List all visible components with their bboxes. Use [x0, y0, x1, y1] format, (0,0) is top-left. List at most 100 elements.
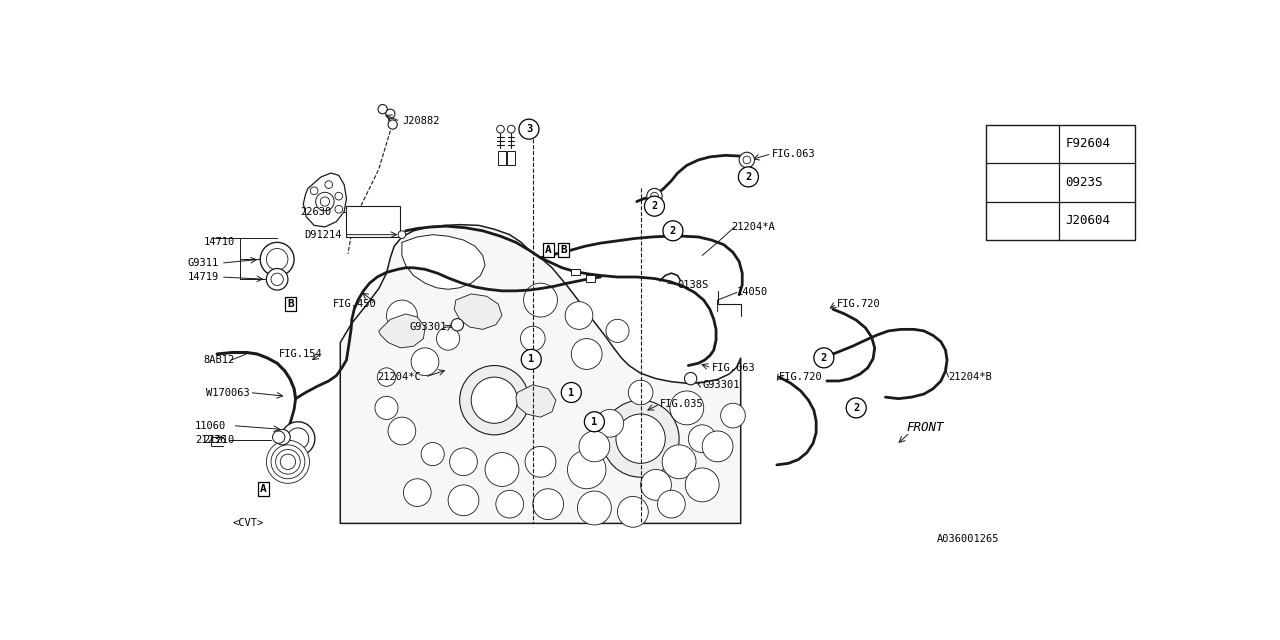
Circle shape — [814, 348, 833, 368]
Circle shape — [640, 470, 672, 500]
Circle shape — [571, 339, 602, 369]
Polygon shape — [379, 314, 425, 348]
Circle shape — [521, 326, 545, 351]
Circle shape — [703, 431, 733, 462]
Circle shape — [273, 431, 285, 444]
Circle shape — [590, 418, 598, 426]
Circle shape — [567, 451, 605, 489]
Text: A: A — [260, 484, 266, 493]
Circle shape — [658, 490, 685, 518]
Text: 1: 1 — [568, 387, 575, 397]
Circle shape — [650, 192, 658, 200]
Circle shape — [532, 489, 563, 520]
Text: 2: 2 — [669, 226, 676, 236]
Text: 21210: 21210 — [204, 435, 234, 445]
Circle shape — [1009, 168, 1037, 196]
Circle shape — [617, 497, 648, 527]
Circle shape — [689, 425, 716, 452]
Text: FIG.063: FIG.063 — [772, 148, 815, 159]
Circle shape — [663, 221, 684, 241]
Circle shape — [421, 442, 444, 466]
Circle shape — [524, 352, 539, 367]
Circle shape — [280, 454, 296, 470]
Circle shape — [398, 231, 406, 239]
Circle shape — [385, 109, 396, 118]
Circle shape — [849, 400, 864, 415]
Circle shape — [563, 385, 579, 400]
Circle shape — [527, 356, 535, 364]
Text: W170063: W170063 — [206, 387, 250, 397]
Text: 21204*A: 21204*A — [731, 222, 776, 232]
Bar — [507, 150, 515, 164]
Circle shape — [524, 283, 558, 317]
Text: A: A — [545, 245, 552, 255]
Polygon shape — [516, 385, 556, 417]
Text: 0923S: 0923S — [1066, 176, 1103, 189]
Circle shape — [669, 227, 677, 235]
Circle shape — [495, 490, 524, 518]
Circle shape — [525, 447, 556, 477]
Text: D91214: D91214 — [305, 230, 342, 239]
Circle shape — [387, 300, 417, 331]
Bar — [498, 150, 506, 164]
Circle shape — [567, 388, 575, 396]
Circle shape — [403, 479, 431, 506]
Circle shape — [742, 156, 750, 164]
Text: 14719: 14719 — [187, 272, 219, 282]
Circle shape — [820, 354, 828, 362]
Circle shape — [507, 125, 515, 133]
Text: 11060: 11060 — [195, 420, 227, 431]
Circle shape — [685, 372, 696, 385]
Circle shape — [846, 398, 867, 418]
Circle shape — [739, 152, 755, 168]
Text: <CVT>: <CVT> — [232, 518, 264, 529]
Polygon shape — [402, 235, 485, 289]
Text: FIG.063: FIG.063 — [712, 363, 755, 373]
Circle shape — [566, 301, 593, 330]
Circle shape — [485, 452, 518, 486]
Circle shape — [266, 440, 310, 483]
Text: 2: 2 — [745, 172, 751, 182]
Text: FIG.035: FIG.035 — [660, 399, 704, 409]
Circle shape — [605, 319, 628, 342]
Text: FRONT: FRONT — [906, 420, 943, 434]
Circle shape — [744, 157, 750, 163]
Circle shape — [266, 248, 288, 270]
Circle shape — [662, 445, 696, 479]
Circle shape — [497, 125, 504, 133]
Circle shape — [388, 417, 416, 445]
Text: 2: 2 — [652, 201, 658, 211]
Circle shape — [335, 192, 343, 200]
Circle shape — [282, 422, 315, 456]
Circle shape — [596, 410, 623, 437]
Text: 1: 1 — [529, 355, 534, 364]
Text: 2: 2 — [820, 353, 827, 363]
Circle shape — [616, 414, 666, 463]
Circle shape — [320, 197, 329, 206]
Text: 1: 1 — [1019, 138, 1027, 150]
Circle shape — [741, 154, 753, 166]
Text: FIG.154: FIG.154 — [279, 349, 323, 359]
Bar — [347, 206, 401, 237]
Bar — [986, 125, 1135, 240]
Circle shape — [628, 380, 653, 405]
Text: 14050: 14050 — [737, 287, 768, 298]
Circle shape — [316, 192, 334, 211]
Text: FIG.450: FIG.450 — [333, 299, 376, 309]
Circle shape — [471, 377, 517, 423]
Circle shape — [388, 120, 397, 129]
Circle shape — [579, 431, 609, 462]
Text: 21236: 21236 — [195, 435, 227, 445]
Circle shape — [275, 429, 291, 445]
Text: A036001265: A036001265 — [937, 534, 1000, 544]
Circle shape — [586, 414, 602, 429]
Text: 2: 2 — [852, 403, 859, 413]
Text: 21204*C: 21204*C — [378, 372, 421, 382]
Polygon shape — [454, 294, 502, 330]
Circle shape — [378, 368, 396, 387]
Circle shape — [852, 404, 860, 412]
Circle shape — [602, 400, 680, 477]
Text: 2: 2 — [1019, 176, 1027, 189]
Text: G9311: G9311 — [187, 258, 219, 268]
Circle shape — [335, 205, 343, 213]
